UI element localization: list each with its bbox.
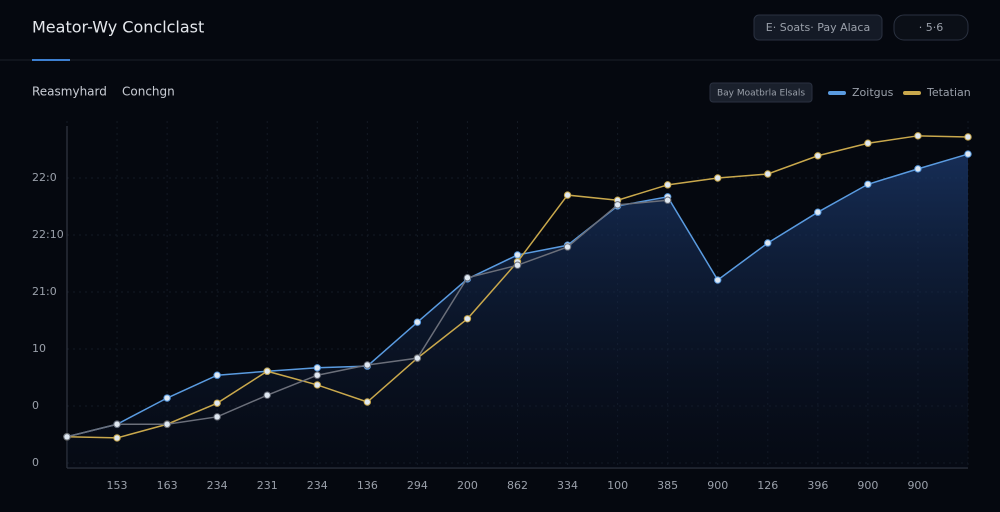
- point: [63, 433, 71, 441]
- point: [513, 251, 522, 259]
- y-tick-label: 0: [32, 399, 39, 412]
- legend-label: Tetatian: [926, 86, 971, 99]
- x-tick-label: 200: [457, 479, 478, 492]
- header-button[interactable]: [753, 14, 883, 41]
- point: [413, 318, 422, 326]
- point: [814, 152, 822, 160]
- x-tick-label: 234: [207, 479, 228, 492]
- point: [113, 420, 121, 428]
- x-tick-label: 136: [357, 479, 378, 492]
- toolbar-button-label[interactable]: Bay Moatbrla Elsals: [717, 89, 805, 99]
- x-tick-label: 900: [707, 479, 728, 492]
- point: [764, 239, 772, 247]
- point: [463, 315, 472, 323]
- header-button[interactable]: [893, 14, 969, 41]
- point: [213, 399, 221, 407]
- y-tick-label: 0: [32, 456, 39, 469]
- point: [964, 133, 972, 141]
- tab[interactable]: Conchgn: [122, 85, 175, 99]
- point: [363, 361, 372, 369]
- x-tick-label: 396: [807, 479, 828, 492]
- y-tick-label: 22:0: [32, 171, 57, 184]
- x-tick-label: 294: [407, 479, 428, 492]
- point: [263, 367, 271, 375]
- point: [213, 371, 221, 379]
- point: [914, 165, 922, 173]
- x-tick-label: 153: [107, 479, 128, 492]
- title: Meator-Wy Conclclast: [32, 18, 204, 37]
- point: [864, 180, 872, 188]
- point: [363, 398, 372, 406]
- point: [613, 201, 622, 209]
- point: [714, 276, 722, 284]
- point: [714, 174, 722, 182]
- x-tick-label: 100: [607, 479, 628, 492]
- header-button-label[interactable]: · 5·6: [919, 21, 944, 34]
- point: [163, 420, 171, 428]
- toolbar-button[interactable]: [709, 82, 813, 103]
- point: [964, 150, 972, 158]
- point: [814, 208, 822, 216]
- legend-label: Zoitgus: [852, 86, 894, 99]
- point: [213, 413, 221, 421]
- point: [914, 132, 922, 140]
- point: [563, 191, 572, 199]
- point: [313, 364, 321, 372]
- point: [463, 274, 472, 282]
- point: [313, 381, 321, 389]
- point: [764, 170, 772, 178]
- x-tick-label: 334: [557, 479, 578, 492]
- point: [513, 261, 522, 269]
- x-tick-label: 862: [507, 479, 528, 492]
- x-tick-label: 900: [857, 479, 878, 492]
- x-tick-label: 385: [657, 479, 678, 492]
- point: [563, 243, 572, 251]
- y-tick-label: 22:10: [32, 228, 64, 241]
- tab[interactable]: Reasmyhard: [32, 85, 107, 99]
- point: [113, 434, 121, 442]
- x-tick-label: 234: [307, 479, 328, 492]
- point: [263, 391, 271, 399]
- point: [163, 394, 171, 402]
- y-tick-label: 10: [32, 342, 46, 355]
- x-tick-label: 231: [257, 479, 278, 492]
- point: [864, 139, 872, 147]
- point: [663, 181, 672, 189]
- x-tick-label: 900: [907, 479, 928, 492]
- point: [663, 196, 672, 204]
- x-tick-label: 163: [157, 479, 178, 492]
- y-tick-label: 21:0: [32, 285, 57, 298]
- header-button-label[interactable]: E· Soats· Pay Alaca: [766, 21, 870, 34]
- point: [413, 354, 422, 362]
- area-fill: [67, 154, 968, 468]
- x-tick-label: 126: [757, 479, 778, 492]
- point: [313, 371, 321, 379]
